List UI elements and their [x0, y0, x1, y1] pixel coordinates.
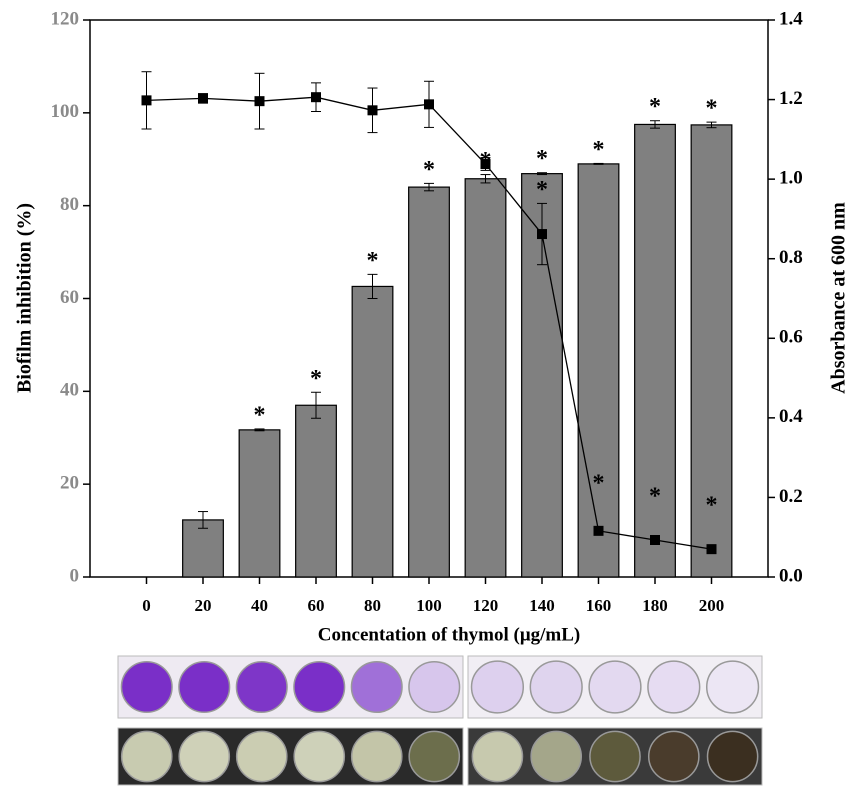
bar	[577, 163, 620, 578]
point	[706, 544, 717, 555]
x-tick-label: 20	[195, 596, 212, 615]
x-tick-label: 140	[529, 596, 555, 615]
x-tick-label: 120	[473, 596, 499, 615]
bar	[634, 123, 676, 578]
y-tick-label: 40	[60, 380, 79, 401]
well	[293, 730, 346, 783]
significance-mark: *	[706, 96, 718, 122]
point	[141, 95, 152, 106]
y-axis-label: Biofilm inhibition (%)	[14, 203, 36, 393]
significance-mark: *	[423, 157, 435, 183]
well	[471, 730, 524, 783]
significance-mark: *	[649, 483, 661, 509]
x-tick-label: 180	[642, 596, 668, 615]
well	[235, 660, 288, 714]
y-tick-label: 80	[60, 194, 79, 215]
y2-tick-label: 1.0	[779, 168, 803, 189]
significance-mark: *	[593, 470, 605, 496]
point	[650, 534, 660, 545]
well	[120, 660, 173, 714]
well	[350, 660, 403, 714]
significance-mark: *	[649, 94, 661, 120]
well	[293, 660, 346, 714]
significance-mark: *	[593, 137, 605, 163]
y2-tick-label: 0.2	[779, 486, 803, 507]
point	[311, 92, 321, 103]
well	[589, 730, 641, 783]
bar	[295, 404, 337, 578]
x-tick-label: 160	[586, 596, 612, 615]
bar	[238, 429, 281, 578]
y-tick-label: 0	[70, 565, 80, 586]
well	[647, 660, 701, 714]
x-tick-label: 60	[308, 596, 325, 615]
well	[530, 730, 583, 783]
bar	[464, 178, 507, 578]
y2-tick-label: 0.4	[779, 406, 803, 427]
point	[424, 99, 434, 110]
point	[198, 93, 208, 104]
well	[408, 660, 461, 714]
y2-tick-label: 0.8	[779, 247, 803, 268]
well	[647, 730, 700, 783]
bar	[351, 285, 394, 578]
well	[408, 730, 461, 783]
x-tick-label: 200	[699, 596, 725, 615]
well	[470, 660, 525, 714]
point	[537, 229, 547, 240]
well	[178, 660, 231, 714]
y2-tick-label: 0.0	[779, 565, 803, 586]
y-tick-label: 100	[51, 101, 80, 122]
well	[705, 660, 760, 714]
y-tick-label: 120	[51, 8, 80, 29]
significance-mark: *	[254, 402, 266, 428]
x-axis-label: Concentation of thymol (μg/mL)	[318, 624, 581, 645]
well	[178, 730, 231, 783]
well	[235, 730, 288, 783]
plate	[117, 655, 464, 719]
y2-tick-label: 1.4	[779, 8, 803, 29]
y2-axis-label: Absorbance at 600 nm	[828, 202, 850, 394]
plate	[117, 727, 464, 786]
bar	[408, 186, 450, 578]
significance-mark: *	[367, 248, 379, 274]
y2-tick-label: 1.2	[779, 88, 803, 109]
x-tick-label: 0	[142, 596, 151, 615]
well	[588, 660, 642, 714]
y-tick-label: 60	[60, 287, 79, 308]
well	[529, 660, 583, 714]
x-tick-label: 40	[251, 596, 268, 615]
bar	[690, 124, 733, 578]
y-tick-label: 20	[60, 473, 79, 494]
significance-mark: *	[536, 177, 548, 203]
point	[480, 159, 491, 170]
well	[120, 730, 173, 783]
point	[593, 525, 604, 536]
significance-mark: *	[706, 493, 718, 519]
x-tick-label: 80	[364, 596, 381, 615]
well	[350, 730, 403, 783]
significance-mark: *	[310, 366, 322, 392]
bar	[182, 519, 224, 578]
y2-tick-label: 0.6	[779, 327, 803, 348]
significance-mark: *	[536, 146, 548, 172]
x-tick-label: 100	[416, 596, 442, 615]
well	[706, 730, 759, 783]
point	[254, 96, 265, 107]
plate-photos	[117, 655, 763, 786]
point	[367, 105, 378, 116]
